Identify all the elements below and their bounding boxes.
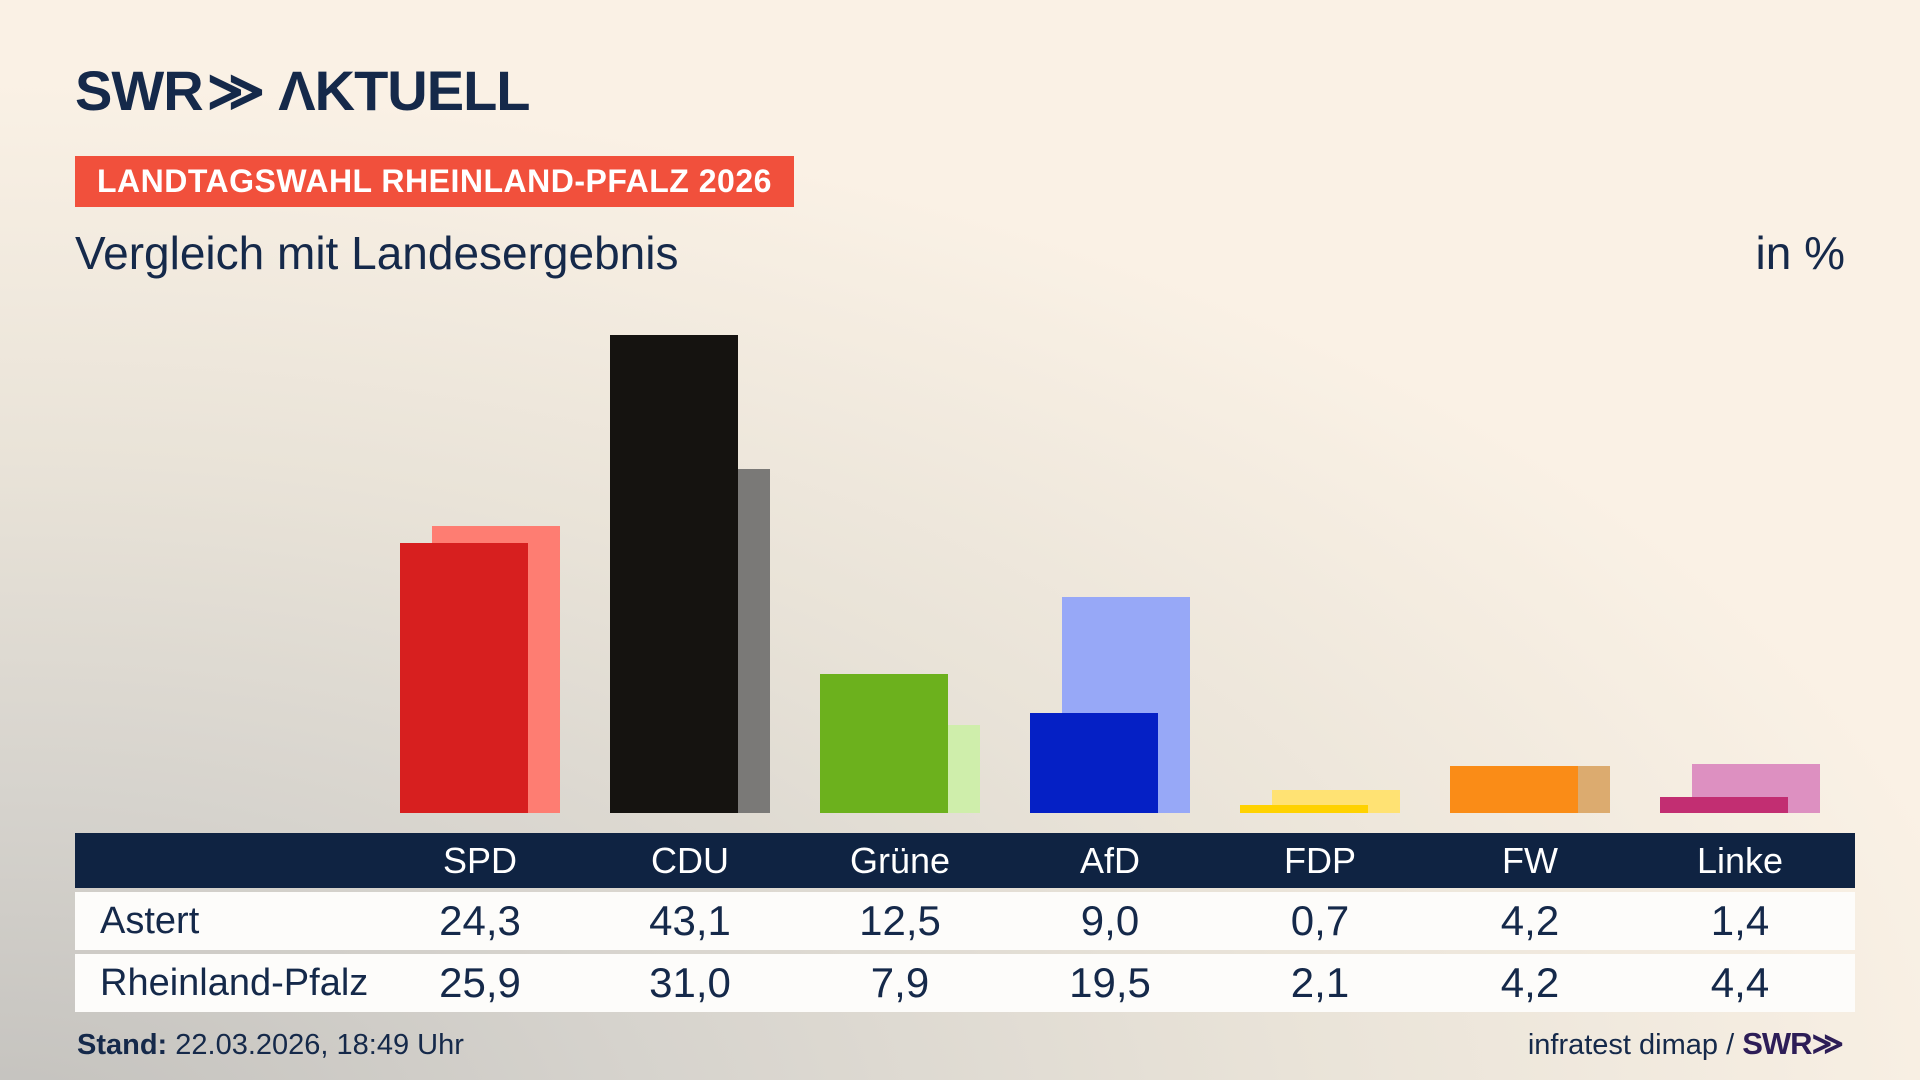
swr-aktuell-logo: SWR≫ ΛKTUELL	[75, 58, 531, 124]
timestamp: Stand: 22.03.2026, 18:49 Uhr	[77, 1029, 464, 1062]
table-row-astert-afd: 9,0	[1080, 897, 1140, 944]
table-row-rheinland-pfalz-gr-ne: 7,9	[870, 959, 930, 1006]
chart-title: Vergleich mit Landesergebnis	[75, 227, 679, 279]
bar-astert-cdu	[610, 335, 738, 813]
table-header-fw: FW	[1502, 839, 1558, 881]
stand-label: Stand:	[77, 1029, 168, 1061]
table-row-astert-gr-ne: 12,5	[859, 897, 941, 944]
election-title-badge: LANDTAGSWAHL RHEINLAND-PFALZ 2026	[75, 156, 794, 207]
table-row-astert: Astert 24,3 43,1 12,5 9,0 0,7 4,2 1,4	[75, 892, 1855, 950]
source-credit: infratest dimap / SWR≫	[1527, 1026, 1844, 1062]
table-row-astert-fw: 4,2	[1500, 897, 1560, 944]
table-row-astert-spd: 24,3	[439, 897, 521, 944]
bar-astert-spd	[400, 543, 528, 813]
bar-astert-linke	[1660, 797, 1788, 813]
title-row: Vergleich mit Landesergebnis in %	[75, 226, 1845, 280]
table-row-rheinland-pfalz-label: Rheinland-Pfalz	[100, 961, 369, 1004]
table-row-rheinland-pfalz-fdp: 2,1	[1290, 959, 1350, 1006]
source-brand-logo: SWR≫	[1742, 1026, 1844, 1061]
table-row-rheinland-pfalz-afd: 19,5	[1069, 959, 1151, 1006]
bar-astert-fw	[1450, 766, 1578, 813]
source-text: infratest dimap /	[1527, 1029, 1735, 1061]
table-header-cdu: CDU	[651, 839, 729, 881]
table-row-astert-fdp: 0,7	[1290, 897, 1350, 944]
table-row-rheinland-pfalz-fw: 4,2	[1500, 959, 1560, 1006]
table-header-spd: SPD	[442, 839, 518, 881]
logo-aktuell-text: ΛKTUELL	[278, 59, 530, 122]
logo-chevrons-icon: ≫	[206, 59, 266, 122]
footer: Stand: 22.03.2026, 18:49 Uhr infratest d…	[77, 1026, 1844, 1062]
results-table: SPD CDU Grüne AfD FDP FW Linke Astert 24,3 43,1 12…	[75, 833, 1855, 1012]
bar-astert-afd	[1030, 713, 1158, 813]
bar-astert-fdp	[1240, 805, 1368, 813]
table-row-astert-cdu: 43,1	[649, 897, 731, 944]
table-header: SPD CDU Grüne AfD FDP FW Linke	[75, 833, 1855, 888]
stand-value: 22.03.2026, 18:49 Uhr	[175, 1029, 464, 1061]
table-row-rheinland-pfalz-spd: 25,9	[439, 959, 521, 1006]
table-header-afd: AfD	[1079, 839, 1140, 881]
table-row-astert-linke: 1,4	[1710, 897, 1770, 944]
table-row-astert-label: Astert	[100, 899, 200, 942]
table-row-rheinland-pfalz-cdu: 31,0	[649, 959, 731, 1006]
unit-label: in %	[1755, 227, 1845, 279]
table-row-rheinland-pfalz-linke: 4,4	[1710, 959, 1770, 1006]
table-header-fdp: FDP	[1284, 839, 1356, 881]
logo-swr-text: SWR	[75, 59, 204, 122]
table-header-linke: Linke	[1696, 839, 1784, 881]
bar-astert-gr-ne	[820, 674, 948, 813]
table-row-rheinland-pfalz: Rheinland-Pfalz 25,9 31,0 7,9 19,5 2,1 4,2 4,4	[75, 954, 1855, 1012]
table-header-gr-ne: Grüne	[849, 839, 951, 881]
